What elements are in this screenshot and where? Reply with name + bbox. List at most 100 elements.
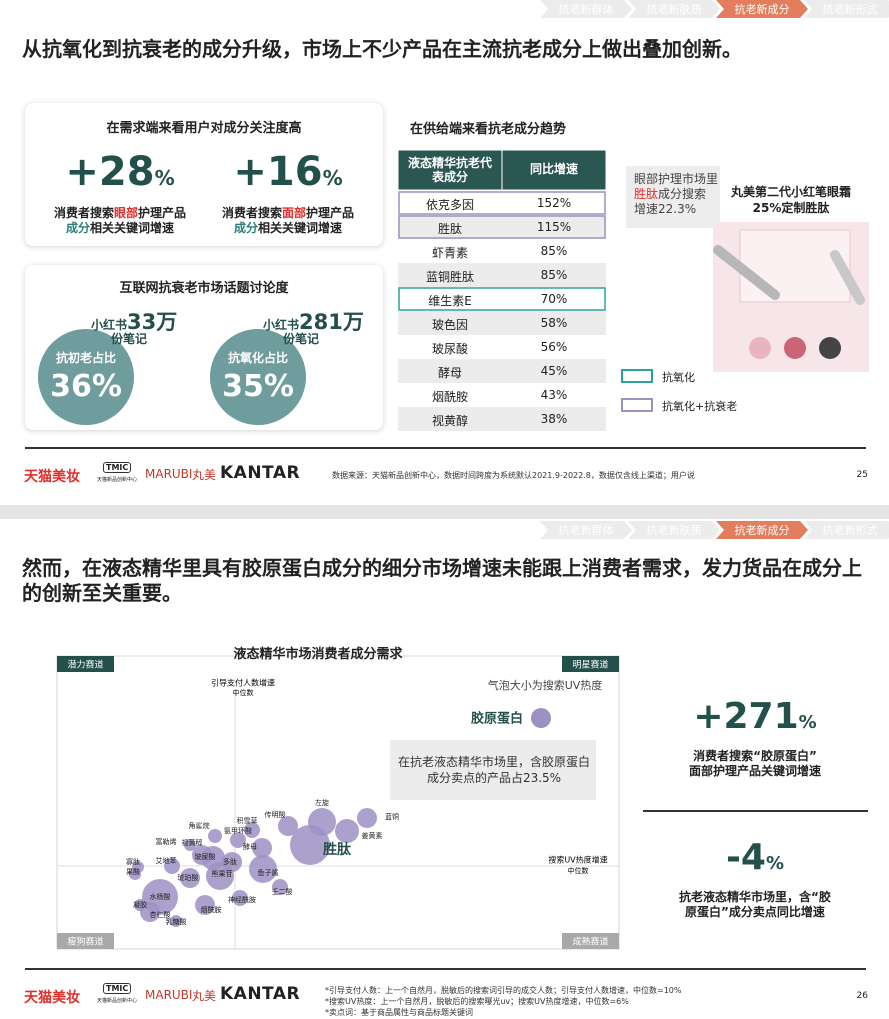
nav-label: 抗老新群体 <box>559 523 614 537</box>
tmic-sub: 天猫新品创新中心 <box>96 998 137 1004</box>
table-cell: 酵母 <box>437 366 462 380</box>
note-value: 33万 <box>127 310 178 334</box>
card-heading: 在需求端来看用户对成分关注度高 <box>106 121 302 136</box>
table-cell: 视黄醇 <box>431 414 468 428</box>
nav-tab <box>540 0 632 18</box>
bubble-label: 多肽 <box>223 857 237 866</box>
text-segment: 抗老液态精华市场里，含“胶 <box>679 890 831 904</box>
share-label: 抗氧化占比 <box>227 351 288 365</box>
table-row <box>398 239 606 263</box>
bubble <box>278 816 298 836</box>
tmic: TMIC <box>103 983 132 994</box>
share-circle <box>210 329 306 425</box>
stat-unit: % <box>765 853 785 874</box>
nav-tab <box>804 0 889 18</box>
note-count: 小红书33万 <box>91 306 211 336</box>
stat-number: +16 <box>233 149 323 195</box>
tmic-sub: 天猫新品创新中心 <box>96 477 137 483</box>
stat-desc: 消费者搜索面部护理产品 <box>203 204 373 221</box>
table-row <box>398 263 606 287</box>
row-highlight <box>398 287 606 311</box>
table-cell: 依克多因 <box>425 198 474 212</box>
table-cell: 维生素E <box>428 294 472 308</box>
bubble <box>184 839 196 851</box>
quadrant-label: 潜力赛道 <box>67 659 103 671</box>
bubble-label: 视黄醇 <box>182 838 203 847</box>
share-label: 抗初老占比 <box>55 351 116 365</box>
text-segment: 相关关键词增速 <box>90 221 175 235</box>
bubble-label: 凝胶 <box>133 900 147 909</box>
nav-tab <box>628 521 720 539</box>
text-segment: 消费者搜索“胶原蛋白” <box>693 749 817 763</box>
table-cell: 烟酰胺 <box>431 390 468 404</box>
x-axis-label: 中位数 <box>568 866 589 875</box>
table-row <box>398 287 606 311</box>
table-cell: 70% <box>540 292 568 306</box>
bubble-label: 神经酰胺 <box>228 895 256 904</box>
table-row <box>398 335 606 359</box>
text-segment: 眼部护理市场里 <box>634 172 719 186</box>
stat-number: -4 <box>725 837 766 878</box>
quadrant-label: 瘦狗赛道 <box>67 936 103 948</box>
stat-unit: % <box>798 712 817 733</box>
table-header-cell <box>501 149 607 191</box>
quadrant-label: 明星赛道 <box>572 659 608 671</box>
bubble-label: 琥珀酸 <box>178 873 199 882</box>
page-number: 25 <box>856 470 868 480</box>
nav-tab <box>716 0 808 18</box>
text-segment: 护理产品 <box>138 206 187 220</box>
page-number: 26 <box>856 991 868 1001</box>
product-swatch <box>819 337 841 359</box>
table-cell: 152% <box>536 196 572 210</box>
bubble <box>357 808 377 828</box>
quadrant-tag <box>57 933 114 949</box>
marubi-cn: 丸美 <box>192 989 217 1003</box>
bubble-label: 姜黄素 <box>362 831 383 840</box>
stat-value: +16% <box>203 152 373 192</box>
share-value: 35% <box>222 369 294 404</box>
table-row <box>398 407 606 431</box>
nav-label: 抗老新成分 <box>735 2 790 16</box>
bubble-label: 胜肽 <box>323 842 352 858</box>
bubble-label: 壬二酸 <box>272 887 293 896</box>
nav-label: 抗老新成分 <box>735 523 790 537</box>
bubble <box>164 858 180 874</box>
nav-label: 抗老新形式 <box>823 2 878 16</box>
bubble <box>232 890 248 906</box>
marubi: MARUBI <box>145 988 193 1002</box>
bubble-label: 鱼子酱 <box>258 868 279 877</box>
brand: 天猫美妆 <box>24 990 80 1006</box>
stat-desc: 成分相关关键词增速 <box>203 219 373 236</box>
bubble-label: 传明酸 <box>265 810 286 819</box>
bubble <box>249 855 277 883</box>
nav-tab <box>628 0 720 18</box>
bubble <box>272 879 288 895</box>
text-segment: 成分 <box>65 221 90 235</box>
nav-label: 抗老新群体 <box>559 2 614 16</box>
stat-value: +28% <box>35 152 205 192</box>
bubble-label: 氨甲环酸 <box>224 826 252 835</box>
stat-desc: 消费者搜索“胶原蛋白” <box>660 747 850 764</box>
footer-note: 数据来源：天猫新品创新中心，数据时间跨度为系统默认2021.9-2022.8，数… <box>332 471 695 480</box>
chart-note: 气泡大小为搜索UV热度 <box>488 678 603 692</box>
bubble-label: 玻尿酸 <box>195 852 216 861</box>
table-cell: 58% <box>540 316 568 330</box>
bubble-label: 角鲨烷 <box>189 821 210 830</box>
table-row <box>398 383 606 407</box>
bubble <box>290 825 330 865</box>
table-cell: 玻色因 <box>431 318 468 332</box>
product-pen <box>713 245 780 300</box>
stat-unit: % <box>322 166 343 190</box>
table-cell: 85% <box>540 244 568 258</box>
table-header: 液态精华抗老代表成分 <box>407 156 492 184</box>
stat-desc: 抗老液态精华市场里，含“胶 <box>660 888 850 905</box>
text-segment: 胜肽 <box>634 187 659 201</box>
text-segment: 面部 <box>281 206 306 220</box>
nav-tab <box>716 521 808 539</box>
stat-value: -4% <box>660 840 850 876</box>
text-segment: 护理产品 <box>306 206 355 220</box>
bubble <box>129 868 141 880</box>
bubble <box>170 915 182 927</box>
legend-swatch <box>621 398 653 412</box>
